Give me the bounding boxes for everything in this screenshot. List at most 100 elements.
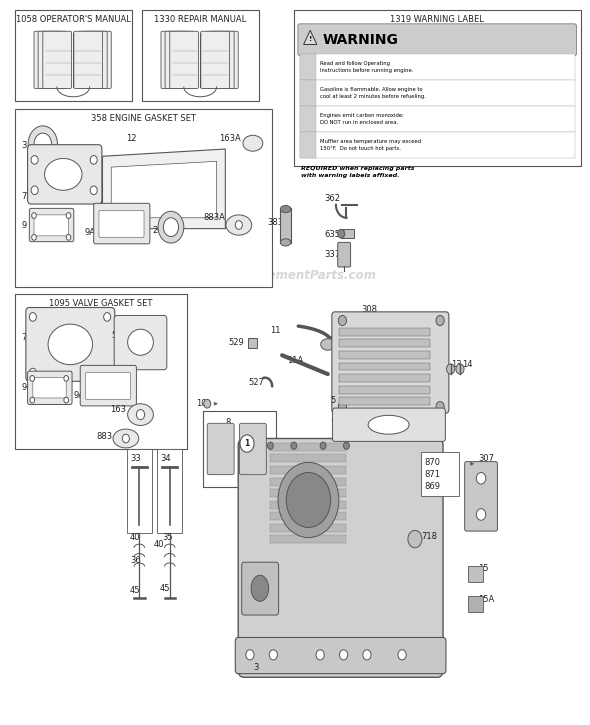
Circle shape [476,509,486,521]
Circle shape [291,442,297,450]
Bar [294,10,581,166]
FancyBboxPatch shape [34,31,63,88]
Text: 718: 718 [421,531,437,541]
FancyBboxPatch shape [332,312,449,413]
Bar [341,229,354,238]
Bar [15,10,132,101]
Circle shape [28,126,57,162]
Circle shape [90,186,97,194]
Text: 12: 12 [126,133,136,143]
Text: 362: 362 [324,194,340,204]
Circle shape [408,531,422,548]
Text: 7: 7 [22,191,27,201]
Text: 871: 871 [424,470,440,479]
Bar [339,328,430,336]
Text: 13: 13 [451,360,462,369]
Text: 45: 45 [130,586,140,595]
Ellipse shape [127,329,153,355]
FancyBboxPatch shape [170,31,198,88]
Text: 635: 635 [324,230,340,239]
Text: 869: 869 [424,482,440,492]
Text: 3: 3 [22,141,27,150]
Bar [339,397,430,405]
Bar [15,294,187,450]
Text: Engines emit carbon monoxide;
DO NOT run in enclosed area.: Engines emit carbon monoxide; DO NOT run… [320,113,404,125]
Text: 3: 3 [253,663,258,671]
Text: 1058 OPERATOR'S MANUAL: 1058 OPERATOR'S MANUAL [16,15,130,24]
Polygon shape [112,162,217,218]
Circle shape [316,650,324,660]
Circle shape [476,473,486,484]
Bar [300,133,575,158]
Bar [270,524,346,532]
Text: 527: 527 [248,378,264,387]
Text: 5: 5 [330,396,336,405]
Ellipse shape [337,229,345,238]
Circle shape [158,211,184,243]
Circle shape [90,156,97,165]
Text: 11A: 11A [287,356,303,365]
Bar [300,107,316,132]
Text: 15A: 15A [478,595,494,605]
Bar [339,362,430,370]
FancyBboxPatch shape [207,423,234,475]
Text: 9: 9 [22,220,27,230]
Bar [270,455,346,463]
Text: 883A: 883A [203,213,225,223]
Polygon shape [103,149,225,228]
Circle shape [64,376,68,381]
Text: 8: 8 [225,418,231,427]
Bar [300,54,316,80]
Bar [270,513,346,521]
Ellipse shape [127,404,153,426]
Text: 9A: 9A [73,391,84,399]
Text: 307: 307 [478,454,494,463]
FancyBboxPatch shape [332,408,445,442]
Circle shape [269,650,277,660]
Text: 1: 1 [244,439,250,448]
Text: 383: 383 [267,218,284,228]
Circle shape [66,212,71,218]
Circle shape [278,463,339,538]
Text: 9: 9 [225,467,231,476]
Bar [300,80,316,106]
Text: 163: 163 [110,405,126,414]
FancyBboxPatch shape [201,31,230,88]
Circle shape [267,442,273,450]
Text: 529: 529 [228,339,244,347]
FancyBboxPatch shape [74,31,103,88]
Ellipse shape [368,415,409,434]
Bar [270,443,346,451]
Circle shape [64,397,68,403]
Text: 7: 7 [22,333,27,341]
Circle shape [32,212,37,218]
FancyBboxPatch shape [28,145,102,204]
Bar [339,386,430,394]
FancyBboxPatch shape [337,242,350,267]
Circle shape [240,435,254,452]
Circle shape [338,315,346,326]
Circle shape [30,368,37,377]
Text: 358 ENGINE GASKET SET: 358 ENGINE GASKET SET [91,115,196,123]
FancyBboxPatch shape [34,215,68,236]
FancyBboxPatch shape [235,637,446,674]
Circle shape [436,315,444,326]
FancyBboxPatch shape [30,208,74,241]
Text: Muffler area temperature may exceed
150°F.  Do not touch hot parts.: Muffler area temperature may exceed 150°… [320,139,421,151]
Bar [280,208,291,243]
FancyBboxPatch shape [83,31,112,88]
Bar [468,566,483,581]
Circle shape [66,234,71,240]
Text: WARNING: WARNING [323,33,399,47]
Text: 14: 14 [462,360,472,369]
Text: 7: 7 [330,420,336,428]
Ellipse shape [280,205,291,212]
Text: !: ! [309,36,312,42]
FancyBboxPatch shape [238,439,443,677]
Text: 15: 15 [478,564,489,573]
Circle shape [104,368,111,377]
Ellipse shape [280,239,291,246]
Ellipse shape [45,159,82,190]
Circle shape [398,650,406,660]
FancyBboxPatch shape [242,562,278,615]
